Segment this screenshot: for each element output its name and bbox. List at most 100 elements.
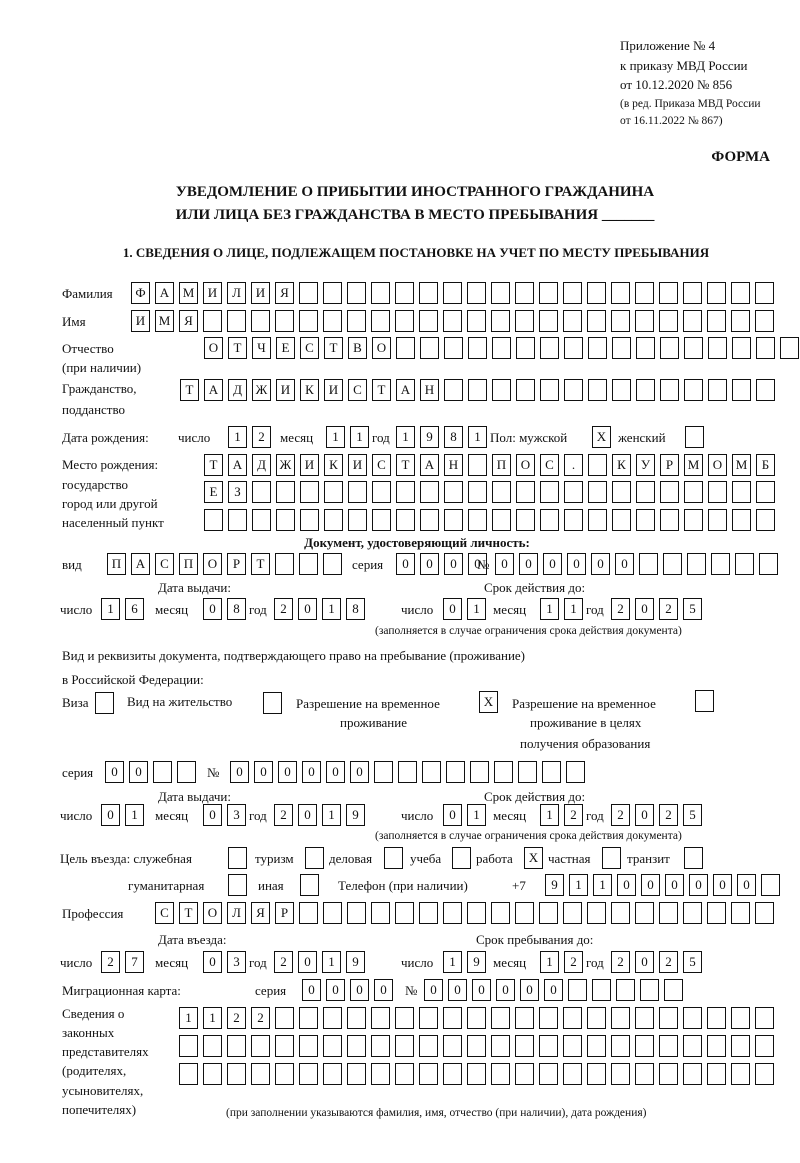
char-box[interactable] [252,481,271,503]
char-box[interactable] [443,902,462,924]
char-box[interactable] [588,509,607,531]
char-box[interactable] [515,902,534,924]
char-box[interactable]: 0 [448,979,467,1001]
char-box[interactable]: 0 [374,979,393,1001]
char-box[interactable]: 0 [617,874,636,896]
char-box[interactable] [659,1063,678,1085]
char-box[interactable] [372,481,391,503]
char-box[interactable] [515,310,534,332]
char-box[interactable] [492,379,511,401]
char-box[interactable] [492,337,511,359]
char-box[interactable] [300,481,319,503]
char-box[interactable]: 0 [635,804,654,826]
char-box[interactable] [640,979,659,1001]
char-box[interactable] [636,509,655,531]
char-box[interactable] [446,761,465,783]
char-box[interactable] [539,1007,558,1029]
char-box[interactable] [732,509,751,531]
char-box[interactable] [587,310,606,332]
char-box[interactable] [660,379,679,401]
char-box[interactable]: 0 [641,874,660,896]
char-box[interactable]: 0 [519,553,538,575]
char-box[interactable]: Т [228,337,247,359]
char-box[interactable] [731,310,750,332]
char-box[interactable]: 0 [278,761,297,783]
char-box[interactable] [761,874,780,896]
char-box[interactable]: 5 [683,598,702,620]
char-box[interactable]: 0 [350,761,369,783]
char-box[interactable] [756,379,775,401]
char-box[interactable]: И [131,310,150,332]
char-box[interactable]: 1 [467,598,486,620]
char-box[interactable]: 9 [545,874,564,896]
char-box[interactable]: Д [252,454,271,476]
char-box[interactable]: 0 [350,979,369,1001]
char-box[interactable] [347,1035,366,1057]
char-box[interactable] [755,1063,774,1085]
char-box[interactable] [422,761,441,783]
char-box[interactable] [444,379,463,401]
char-box[interactable] [564,509,583,531]
char-box[interactable] [659,282,678,304]
char-box[interactable] [263,692,282,714]
char-box[interactable]: С [155,553,174,575]
char-box[interactable] [732,337,751,359]
char-box[interactable] [395,1007,414,1029]
char-box[interactable] [735,553,754,575]
char-box[interactable]: 2 [101,951,120,973]
char-box[interactable]: 9 [420,426,439,448]
char-box[interactable] [299,282,318,304]
char-box[interactable]: 0 [396,553,415,575]
char-box[interactable] [659,1007,678,1029]
char-box[interactable] [708,509,727,531]
char-box[interactable] [419,1063,438,1085]
char-box[interactable] [252,509,271,531]
char-box[interactable] [347,282,366,304]
char-box[interactable] [179,1063,198,1085]
char-box[interactable] [419,902,438,924]
char-box[interactable] [299,1007,318,1029]
char-box[interactable]: 2 [274,804,293,826]
char-box[interactable]: Е [204,481,223,503]
char-box[interactable]: 2 [659,804,678,826]
char-box[interactable]: 0 [105,761,124,783]
char-box[interactable] [755,1035,774,1057]
char-box[interactable] [587,902,606,924]
char-box[interactable] [540,481,559,503]
char-box[interactable] [611,1007,630,1029]
char-box[interactable] [564,481,583,503]
char-box[interactable] [516,379,535,401]
char-box[interactable]: 1 [350,426,369,448]
char-box[interactable] [755,902,774,924]
char-box[interactable]: 2 [564,951,583,973]
char-box[interactable] [612,481,631,503]
char-box[interactable] [374,761,393,783]
char-box[interactable]: 8 [444,426,463,448]
char-box[interactable]: П [492,454,511,476]
char-box[interactable]: 0 [713,874,732,896]
char-box[interactable]: 0 [468,553,487,575]
char-box[interactable]: С [372,454,391,476]
char-box[interactable]: 1 [564,598,583,620]
char-box[interactable]: 0 [737,874,756,896]
char-box[interactable] [275,1035,294,1057]
char-box[interactable] [396,337,415,359]
char-box[interactable]: 0 [495,553,514,575]
char-box[interactable] [518,761,537,783]
char-box[interactable] [324,509,343,531]
char-box[interactable]: 0 [665,874,684,896]
char-box[interactable] [708,379,727,401]
char-box[interactable] [611,1063,630,1085]
char-box[interactable] [299,1063,318,1085]
char-box[interactable]: 0 [203,951,222,973]
char-box[interactable]: Т [180,379,199,401]
char-box[interactable]: М [155,310,174,332]
char-box[interactable] [299,310,318,332]
char-box[interactable] [444,509,463,531]
char-box[interactable] [732,481,751,503]
char-box[interactable]: Р [227,553,246,575]
char-box[interactable]: 0 [544,979,563,1001]
char-box[interactable] [395,282,414,304]
char-box[interactable]: 0 [615,553,634,575]
char-box[interactable]: О [203,902,222,924]
